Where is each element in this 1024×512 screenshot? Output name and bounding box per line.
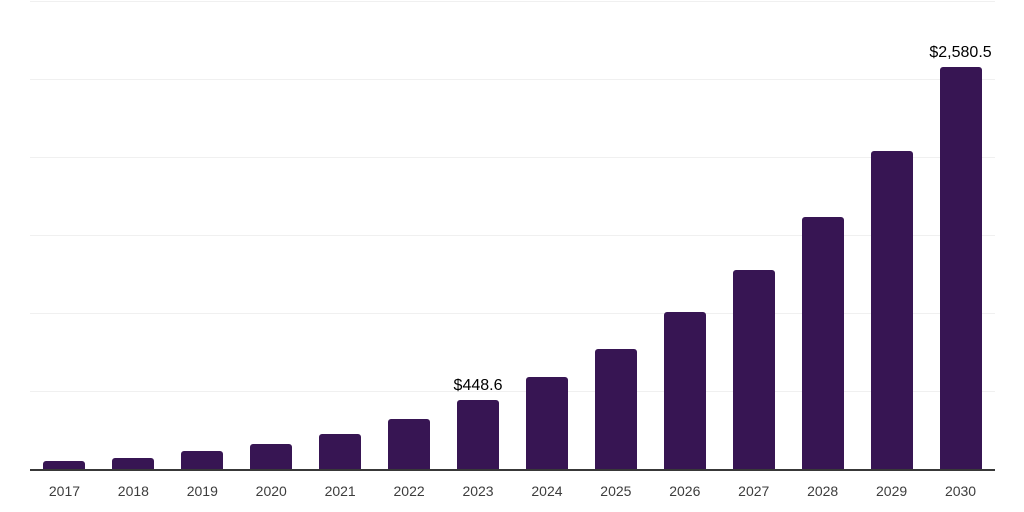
x-tick-2030: 2030 xyxy=(944,483,977,499)
gridline-1000 xyxy=(30,313,995,314)
bar-2024 xyxy=(525,377,568,470)
value-label-2023: $448.6 xyxy=(453,377,503,395)
bar-2029 xyxy=(870,150,913,470)
x-axis-line xyxy=(30,469,995,471)
gridline-3000 xyxy=(30,1,995,2)
x-tick-2020: 2020 xyxy=(255,483,287,499)
x-tick-2017: 2017 xyxy=(48,483,81,499)
bar-2028 xyxy=(801,217,844,470)
bar-2017 xyxy=(43,460,86,470)
value-label-2030: $2,580.5 xyxy=(929,44,992,62)
x-tick-2022: 2022 xyxy=(393,483,425,499)
x-tick-2029: 2029 xyxy=(876,483,908,499)
bar-2020 xyxy=(250,444,293,470)
bar-2021 xyxy=(319,433,362,470)
bar-2025 xyxy=(594,349,637,470)
plot-area: $448.6 $2,580.5 xyxy=(30,1,995,471)
bar-2019 xyxy=(181,451,224,470)
x-tick-2019: 2019 xyxy=(186,483,218,499)
x-tick-2027: 2027 xyxy=(738,483,770,499)
bar-2022 xyxy=(388,419,431,470)
bar-2018 xyxy=(112,457,155,470)
x-tick-2021: 2021 xyxy=(324,483,356,499)
x-tick-2024: 2024 xyxy=(531,483,563,499)
x-tick-2018: 2018 xyxy=(117,483,149,499)
bar-2030 xyxy=(939,67,982,470)
gridline-1500 xyxy=(30,235,995,236)
gridline-500 xyxy=(30,391,995,392)
bar-2027 xyxy=(732,269,775,470)
gridline-2000 xyxy=(30,157,995,158)
gridline-2500 xyxy=(30,79,995,80)
bar-2023 xyxy=(457,400,500,470)
x-axis-labels: 2017 2018 2019 2020 2021 2022 2023 2024 2025 2026… xyxy=(30,484,995,502)
x-tick-2026: 2026 xyxy=(669,483,701,499)
bar-2026 xyxy=(663,311,706,470)
x-tick-2023: 2023 xyxy=(462,483,494,499)
x-tick-2025: 2025 xyxy=(600,483,632,499)
x-tick-2028: 2028 xyxy=(807,483,839,499)
